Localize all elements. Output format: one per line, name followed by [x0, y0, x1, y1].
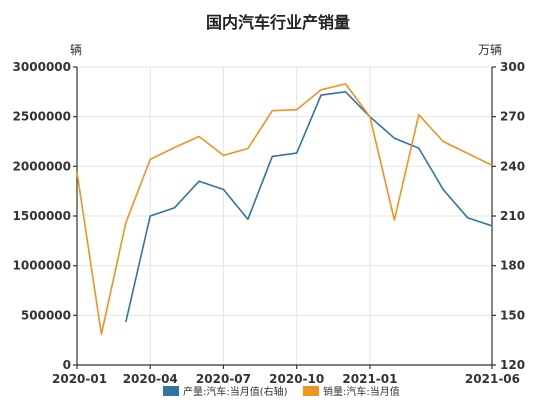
y-right-tick-label: 120 — [500, 358, 525, 372]
x-tick-label: 2020-07 — [196, 372, 251, 386]
y-right-tick-label: 300 — [500, 60, 525, 74]
legend-swatch — [163, 386, 179, 396]
y-left-tick-label: 2500000 — [13, 110, 71, 124]
series-lines — [76, 83, 493, 335]
chart-title: 国内汽车行业产销量 — [206, 13, 350, 32]
y-left-tick-label: 1500000 — [13, 209, 71, 223]
right-axis-unit: 万辆 — [478, 43, 502, 57]
y-left-tick-label: 2000000 — [13, 159, 71, 173]
series-line-1 — [125, 91, 493, 323]
x-tick-label: 2021-06 — [465, 372, 520, 386]
x-tick-label: 2020-01 — [52, 372, 107, 386]
x-tick-label: 2020-04 — [123, 372, 178, 386]
y-left-tick-label: 0 — [63, 358, 71, 372]
x-tick-label: 2020-10 — [269, 372, 324, 386]
left-axis-unit: 辆 — [70, 43, 82, 57]
axes: 0 500000 1000000 1500000 2000000 2500000 30000… — [13, 60, 526, 386]
y-right-tick-label: 270 — [500, 110, 525, 124]
y-right-tick-label: 210 — [500, 209, 525, 223]
x-tick-label: 2021-01 — [342, 372, 397, 386]
legend-label: 产量:汽车:当月值(右轴) — [183, 385, 288, 398]
legend: 产量:汽车:当月值(右轴) 销量:汽车:当月值 — [163, 385, 400, 398]
gridlines — [77, 66, 492, 365]
y-left-tick-label: 3000000 — [13, 60, 71, 74]
y-left-tick-label: 500000 — [21, 308, 71, 322]
y-left-tick-label: 1000000 — [13, 259, 71, 273]
legend-label: 销量:汽车:当月值 — [323, 385, 400, 398]
legend-swatch — [303, 386, 319, 396]
y-right-tick-label: 180 — [500, 259, 525, 273]
y-right-tick-label: 240 — [500, 159, 525, 173]
y-right-tick-label: 150 — [500, 308, 525, 322]
series-line-2 — [76, 83, 493, 335]
